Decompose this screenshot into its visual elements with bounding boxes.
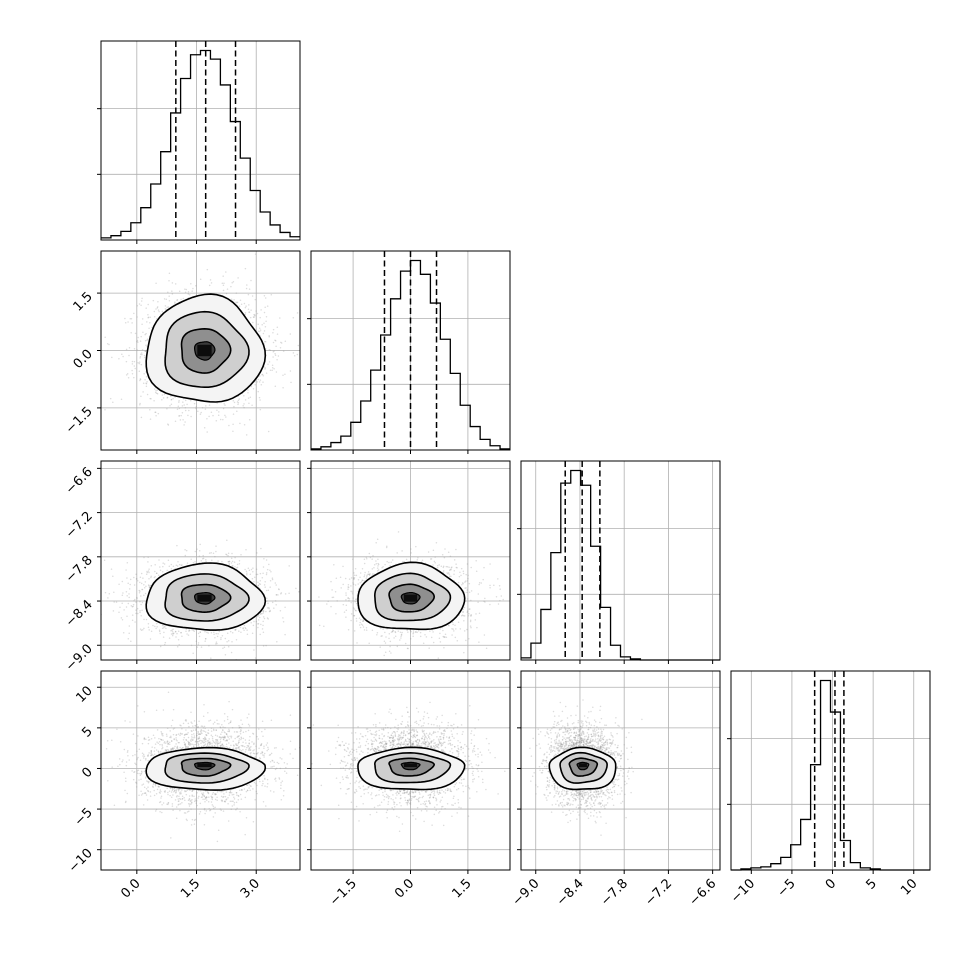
x-tick-label: −8.4 bbox=[554, 876, 587, 909]
y-tick-label: −9.0 bbox=[63, 641, 96, 674]
axes-frame bbox=[520, 460, 721, 661]
axes-frame bbox=[520, 670, 721, 871]
y-tick-label: −8.4 bbox=[63, 597, 96, 630]
x-tick-label: −9.0 bbox=[510, 876, 543, 909]
x-tick-label: −7.2 bbox=[642, 876, 675, 909]
scatter-panel-1-2 bbox=[307, 460, 511, 664]
x-tick-label: −5 bbox=[775, 876, 799, 900]
y-tick-label: 1.5 bbox=[71, 289, 96, 314]
axes-frame bbox=[730, 670, 931, 871]
density-core bbox=[403, 763, 418, 768]
x-tick-label: −10 bbox=[728, 876, 758, 906]
density-core bbox=[197, 763, 212, 768]
y-tick-label: 10 bbox=[74, 683, 96, 705]
y-tick-label: 0.0 bbox=[71, 347, 96, 372]
panel-grid: −10 −5 0 5 10 −1.5 0.0 1.5 −9.0 −8.4 −7.8 −7.2 −6.6 0… bbox=[63, 40, 931, 909]
y-tick-label: −7.2 bbox=[63, 509, 96, 542]
hist-panel-2 bbox=[517, 460, 721, 664]
x-tick-label: −1.5 bbox=[327, 876, 360, 909]
scatter-panel-0-2: −9.0 −8.4 −7.8 −7.2 −6.6 bbox=[63, 460, 301, 674]
density-core bbox=[578, 763, 587, 768]
histogram-step bbox=[101, 49, 300, 239]
axes-frame bbox=[100, 40, 301, 241]
x-tick-label: 1.5 bbox=[449, 876, 474, 901]
y-tick-label: −7.8 bbox=[63, 553, 96, 586]
density-core bbox=[197, 594, 212, 602]
x-tick-label: 0.0 bbox=[118, 876, 143, 901]
hist-panel-3: −10 −5 0 5 10 bbox=[727, 670, 931, 906]
y-tick-label: −1.5 bbox=[63, 404, 96, 437]
x-tick-label: 1.5 bbox=[178, 876, 203, 901]
hist-panel-1 bbox=[307, 250, 511, 454]
hist-panel-0 bbox=[97, 40, 301, 244]
x-tick-label: 10 bbox=[898, 876, 920, 898]
histogram-step bbox=[731, 679, 930, 871]
density-core bbox=[403, 594, 418, 602]
x-tick-label: 0 bbox=[823, 876, 839, 892]
axes-frame bbox=[100, 670, 301, 871]
y-tick-label: −10 bbox=[66, 846, 96, 876]
y-tick-label: −5 bbox=[72, 805, 96, 829]
scatter-panel-0-3: 0.0 1.5 3.0 −10 −5 0 5 10 bbox=[66, 670, 301, 901]
scatter-panel-0-1: −1.5 0.0 1.5 bbox=[63, 250, 301, 454]
y-tick-label: 5 bbox=[79, 724, 95, 740]
y-tick-label: −6.6 bbox=[63, 465, 96, 498]
x-tick-label: −7.8 bbox=[598, 876, 631, 909]
x-tick-label: −6.6 bbox=[687, 876, 720, 909]
x-tick-label: 0.0 bbox=[392, 876, 417, 901]
y-tick-label: 0 bbox=[79, 765, 95, 781]
histogram-step bbox=[521, 469, 720, 661]
scatter-panel-2-3: −9.0 −8.4 −7.8 −7.2 −6.6 bbox=[510, 670, 721, 909]
x-tick-label: 3.0 bbox=[238, 876, 263, 901]
density-core bbox=[197, 344, 212, 357]
x-tick-label: 5 bbox=[864, 876, 880, 892]
axes-frame bbox=[100, 460, 301, 661]
scatter-panel-1-3: −1.5 0.0 1.5 bbox=[307, 670, 511, 909]
